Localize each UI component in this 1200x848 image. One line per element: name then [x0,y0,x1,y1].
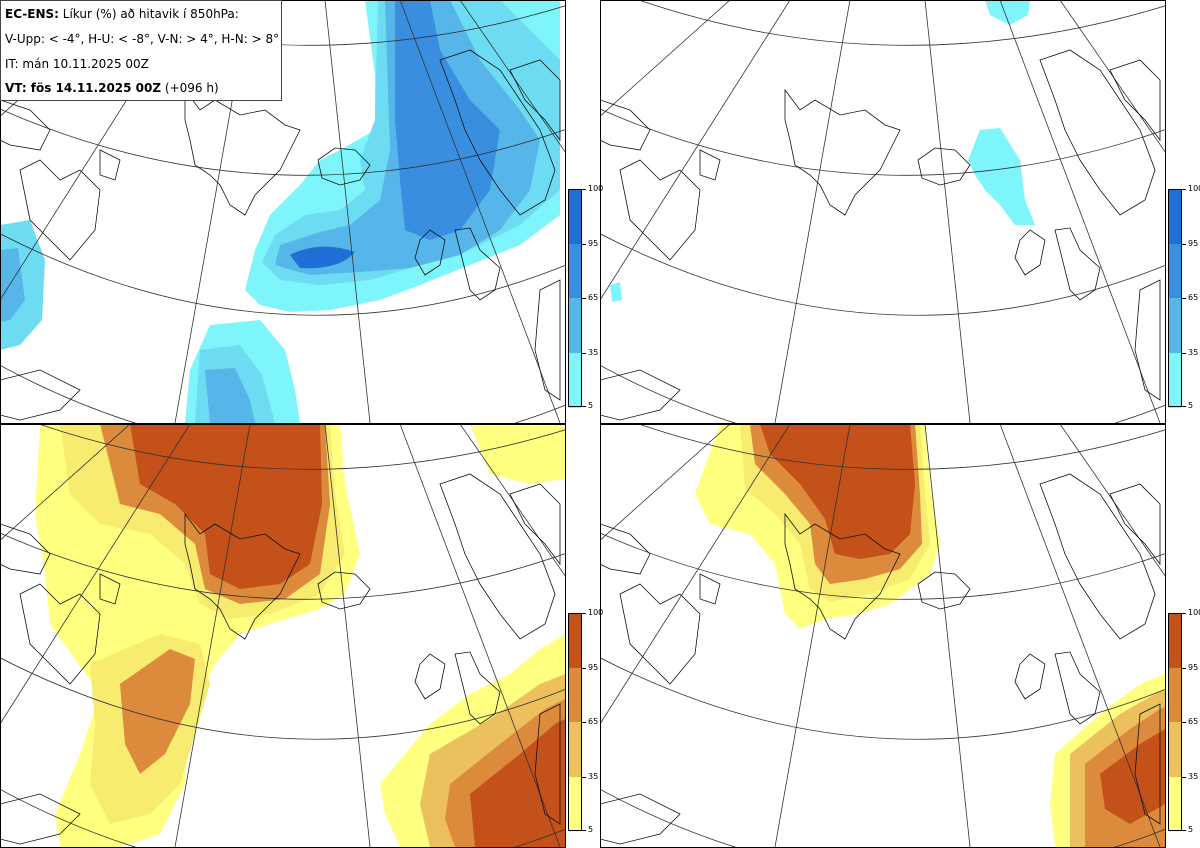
legend-valid-time: VT: fös 14.11.2025 00Z [5,81,162,95]
colorbar-tick-label: 65 [588,717,599,726]
colorbar-tick-label: 5 [1188,401,1194,410]
colorbar-segment [1168,298,1182,353]
colorbar-tick [582,406,586,407]
probability-shading [610,0,1035,302]
colorbar-tick-label: 35 [1188,771,1199,781]
colorbar-outline [1168,613,1182,831]
colorbar-tick [582,667,586,669]
colorbar-tick [582,776,586,778]
coastlines [600,473,1161,845]
colorbar-segment [1168,667,1182,723]
colorbar-segment [1168,243,1182,299]
colorbar-segment [568,613,582,668]
colorbar-tick [1182,776,1186,778]
colorbar-outline [568,189,582,407]
colorbar-outline [1168,189,1182,407]
colorbar-segment [568,243,582,299]
lat-lon-grid [600,424,1165,847]
colorbar-tick [1182,613,1186,614]
colorbar-tick-label: 5 [588,401,594,410]
colorbar-segment [568,776,582,832]
probability-map [0,0,565,423]
colorbar-tick-label: 100 [588,608,604,617]
colorbar-tick-label: 65 [1188,717,1199,726]
map-panel-cold-moderate [0,0,565,423]
colorbar-tick [582,613,586,614]
colorbar-tick-label: 5 [1188,825,1194,834]
colorbar-tick-label: 35 [588,771,599,781]
probability-map [0,424,565,847]
colorbar-segment [568,189,582,244]
colorbar-segment [568,667,582,723]
colorbar-warm: 100 95 65 35 5 [568,609,603,834]
legend-title: EC-ENS: [5,7,59,21]
legend-description: Líkur (%) að hitavik í 850hPa: [62,7,239,21]
colorbar-tick [582,352,586,354]
probability-map [600,0,1165,423]
colorbar-tick [1182,352,1186,354]
lat-lon-grid [600,0,1165,423]
colorbar-tick-label: 65 [1188,293,1199,302]
colorbar-segment [1168,776,1182,832]
coastlines [600,49,1161,421]
colorbar-tick-label: 95 [1188,238,1199,248]
colorbar-tick [1182,830,1186,831]
colorbar-tick [1182,189,1186,190]
colorbar-tick-label: 100 [588,184,604,193]
colorbar-tick-label: 95 [1188,662,1199,672]
colorbar-tick [582,189,586,190]
colorbar-segment [1168,722,1182,777]
probability-shading [0,0,560,423]
colorbar-segment [568,298,582,353]
colorbar-tick [582,243,586,245]
colorbar-segment [1168,189,1182,244]
colorbar-tick-label: 100 [1188,608,1200,617]
colorbar-warm: 100 95 65 35 5 [1168,609,1200,834]
colorbar-segment [568,352,582,408]
probability-shading [695,424,1165,847]
colorbar-tick [1182,667,1186,669]
coastlines [0,473,561,845]
colorbar-tick [1182,722,1186,723]
colorbar-cold: 100 95 65 35 5 [568,185,603,410]
legend-init-time: IT: mán 10.11.2025 00Z [5,57,149,71]
probability-shading [35,424,565,847]
colorbar-tick-label: 95 [588,662,599,672]
probability-map [600,424,1165,847]
colorbar-tick-label: 35 [1188,347,1199,357]
colorbar-tick [582,830,586,831]
legend-box: EC-ENS: Líkur (%) að hitavik í 850hPa: V… [0,0,282,101]
colorbar-tick [582,722,586,723]
lat-lon-grid [0,424,565,847]
colorbar-tick-label: 35 [588,347,599,357]
coastlines [0,49,561,421]
map-panel-warm-moderate [0,424,565,847]
colorbar-tick-label: 65 [588,293,599,302]
colorbar-tick [1182,298,1186,299]
colorbar-segment [1168,352,1182,408]
legend-lead-time: (+096 h) [164,81,219,95]
colorbar-tick [582,298,586,299]
colorbar-segment [568,722,582,777]
colorbar-tick [1182,406,1186,407]
colorbar-segment [1168,613,1182,668]
colorbar-outline [568,613,582,831]
map-panel-cold-extreme [600,0,1165,423]
colorbar-tick [1182,243,1186,245]
colorbar-cold: 100 95 65 35 5 [1168,185,1200,410]
colorbar-tick-label: 95 [588,238,599,248]
colorbar-tick-label: 5 [588,825,594,834]
map-panel-warm-extreme [600,424,1165,847]
colorbar-tick-label: 100 [1188,184,1200,193]
legend-thresholds: V-Upp: < -4°, H-U: < -8°, V-N: > 4°, H-N… [5,32,280,46]
